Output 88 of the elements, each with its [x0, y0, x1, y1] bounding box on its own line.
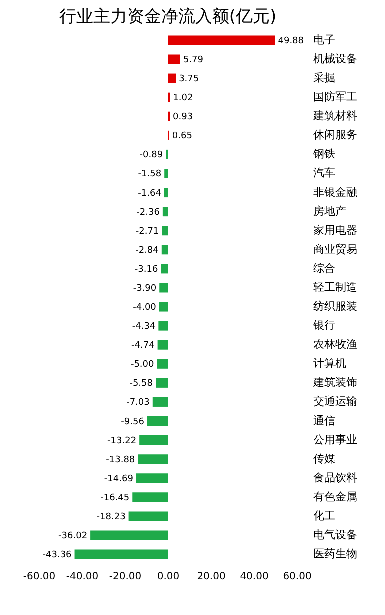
y-tick-label: 休闲服务	[314, 128, 358, 142]
bar	[168, 74, 176, 84]
y-tick-label: 电气设备	[314, 528, 358, 542]
x-tick-label: -40.00	[66, 572, 99, 582]
data-label: -13.88	[106, 455, 136, 466]
bar	[164, 188, 168, 198]
data-label: 5.79	[183, 56, 204, 66]
y-tick-label: 纺织服装	[314, 300, 358, 314]
bar	[168, 36, 276, 46]
y-tick-label: 公用事业	[314, 433, 358, 446]
data-label: 0.65	[172, 132, 192, 142]
x-tick-label: -20.00	[109, 572, 142, 582]
data-label: -36.02	[58, 531, 88, 542]
data-label: -7.03	[126, 398, 150, 408]
data-label: 1.02	[173, 94, 194, 104]
data-label: -4.34	[132, 322, 156, 332]
y-tick-label: 食品饮料	[314, 471, 358, 484]
data-label: -9.56	[121, 417, 145, 428]
x-tick-label: 60.00	[283, 572, 312, 582]
x-tick-label: -60.00	[23, 572, 56, 582]
bar	[90, 530, 168, 540]
bar	[168, 54, 180, 64]
y-tick-label: 有色金属	[314, 490, 358, 504]
data-label: -5.00	[130, 360, 155, 370]
data-label: -3.90	[133, 284, 157, 294]
y-tick-label: 化工	[314, 509, 336, 522]
y-tick-label: 房地产	[314, 204, 346, 218]
data-label: -43.36	[42, 550, 72, 561]
y-tick-label: 综合	[314, 262, 336, 275]
bar	[157, 359, 168, 369]
bar	[152, 397, 168, 407]
data-label: -3.16	[134, 264, 158, 275]
data-label: -14.69	[104, 474, 134, 484]
data-label: -13.22	[108, 436, 137, 446]
data-label: -2.36	[136, 208, 160, 218]
y-tick-label: 农林牧渔	[314, 338, 358, 352]
bar	[138, 454, 168, 464]
data-label: -1.64	[138, 188, 162, 199]
bar	[132, 492, 168, 502]
bar	[164, 168, 168, 179]
y-tick-label: 银行	[312, 319, 336, 332]
data-label: 3.75	[179, 74, 200, 85]
bar	[161, 264, 168, 274]
y-tick-label: 通信	[314, 414, 336, 428]
bar	[160, 283, 168, 293]
y-tick-label: 建筑装饰	[312, 376, 358, 390]
bar	[158, 340, 168, 350]
data-label: -4.74	[132, 341, 156, 352]
data-label: -5.58	[130, 379, 154, 390]
bar	[140, 436, 168, 446]
data-label: -0.89	[140, 150, 164, 161]
y-tick-label: 传媒	[314, 452, 336, 466]
y-tick-label: 采掘	[314, 72, 336, 85]
y-tick-label: 医药生物	[314, 548, 358, 561]
y-tick-label: 轻工制造	[314, 280, 358, 294]
data-label: -16.45	[100, 493, 130, 504]
data-label: -1.58	[138, 170, 162, 180]
y-tick-label: 电子	[314, 33, 336, 46]
y-tick-label: 家用电器	[314, 224, 358, 237]
bar	[156, 378, 168, 388]
y-tick-label: 钢铁	[312, 148, 336, 161]
bar	[136, 474, 168, 484]
bar	[74, 550, 168, 560]
y-tick-label: 交通运输	[314, 395, 358, 408]
y-tick-label: 商业贸易	[314, 242, 358, 256]
data-label: 0.93	[173, 112, 194, 123]
chart-title: 行业主力资金净流入额(亿元)	[59, 7, 277, 27]
bar	[162, 226, 168, 236]
y-tick-label: 计算机	[314, 357, 346, 370]
bar	[162, 207, 168, 217]
bar	[128, 512, 168, 522]
bar	[158, 321, 168, 331]
data-label: -18.23	[96, 512, 126, 522]
y-tick-label: 建筑材料	[312, 110, 358, 123]
data-label: 49.88	[278, 36, 304, 46]
bar	[159, 302, 168, 312]
bar	[162, 245, 168, 255]
x-tick-label: 40.00	[240, 572, 269, 582]
y-tick-label: 机械设备	[314, 52, 358, 66]
y-tick-label: 国防军工	[314, 90, 358, 104]
y-tick-label: 非银金融	[314, 186, 358, 199]
y-tick-label: 汽车	[314, 166, 336, 180]
bar	[147, 416, 168, 426]
data-label: -2.71	[136, 226, 160, 237]
x-tick-label: 0.00	[157, 572, 180, 582]
data-label: -4.00	[133, 303, 157, 314]
x-tick-label: 20.00	[197, 572, 226, 582]
data-label: -2.84	[136, 246, 160, 256]
